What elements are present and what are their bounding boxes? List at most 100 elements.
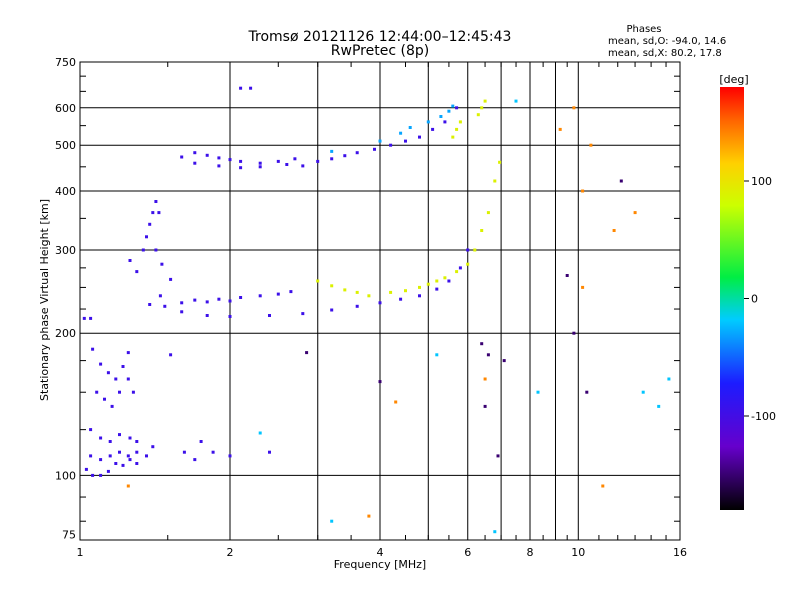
echo-point xyxy=(276,292,280,296)
echo-point xyxy=(118,390,121,394)
echo-point xyxy=(84,467,88,471)
y-axis-label: Stationary phase Virtual Height [km] xyxy=(38,199,51,401)
echo-point xyxy=(389,143,393,147)
echo-point xyxy=(128,458,132,462)
echo-point xyxy=(99,458,103,462)
echo-point xyxy=(367,294,371,298)
echo-point xyxy=(249,86,253,90)
echo-point xyxy=(641,390,645,394)
echo-point xyxy=(389,290,393,294)
echo-point xyxy=(258,294,262,298)
echo-point xyxy=(193,151,197,155)
echo-point xyxy=(426,120,430,124)
echo-point xyxy=(458,266,462,270)
echo-point xyxy=(493,530,497,534)
echo-point xyxy=(480,229,484,232)
echo-point xyxy=(483,377,487,381)
echo-point xyxy=(589,143,593,147)
echo-point xyxy=(378,301,382,305)
echo-point xyxy=(268,314,271,317)
data-points xyxy=(82,86,671,534)
echo-point xyxy=(135,270,139,274)
phase-stats-heading: Phases xyxy=(626,24,661,35)
echo-point xyxy=(160,262,164,266)
axis-ticks xyxy=(80,62,680,540)
x-axis-label: Frequency [MHz] xyxy=(334,558,426,571)
echo-point xyxy=(498,160,502,164)
echo-point xyxy=(193,298,197,302)
echo-point xyxy=(126,484,130,488)
echo-point xyxy=(466,262,470,266)
echo-point xyxy=(483,404,487,408)
echo-point xyxy=(118,433,121,437)
echo-point xyxy=(301,164,305,168)
echo-point xyxy=(399,297,403,301)
echo-point xyxy=(89,428,93,432)
echo-point xyxy=(355,290,359,294)
chart-title: Tromsø 20121126 12:44:00–12:45:43 xyxy=(248,29,512,45)
x-tick-label: 10 xyxy=(571,546,585,559)
x-tick-labels: 1 2 4 6 8 10 16 xyxy=(77,546,688,559)
echo-point xyxy=(455,270,459,274)
echo-point xyxy=(493,179,497,183)
echo-point xyxy=(558,127,562,131)
echo-point xyxy=(180,310,184,314)
echo-point xyxy=(458,120,462,124)
echo-point xyxy=(118,450,121,454)
echo-point xyxy=(565,274,569,277)
echo-point xyxy=(258,431,262,435)
y-tick-label: 75 xyxy=(62,528,76,541)
phase-stats-x: mean, sd,X: 80.2, 17.8 xyxy=(608,48,722,59)
plot-frame xyxy=(79,61,681,541)
echo-point xyxy=(180,155,184,159)
colorbar-tick-label: 0 xyxy=(751,293,758,306)
echo-point xyxy=(330,157,334,161)
y-tick-label: 500 xyxy=(55,139,76,152)
echo-point xyxy=(355,151,359,155)
y-tick-labels: 75 100 200 300 400 500 600 750 xyxy=(55,56,76,541)
y-tick-label: 400 xyxy=(55,185,76,198)
echo-point xyxy=(193,161,197,165)
echo-point xyxy=(258,165,262,169)
echo-point xyxy=(435,353,439,357)
echo-point xyxy=(121,365,125,368)
echo-point xyxy=(108,440,112,443)
echo-point xyxy=(483,99,487,103)
echo-point xyxy=(435,287,439,291)
echo-point xyxy=(228,454,232,458)
echo-point xyxy=(239,296,243,299)
colorbar-ticks: 100 0 -100 xyxy=(744,175,776,423)
y-tick-label: 100 xyxy=(55,469,76,482)
echo-point xyxy=(480,342,484,346)
echo-point xyxy=(106,469,110,473)
echo-point xyxy=(217,156,221,160)
echo-point xyxy=(408,126,412,129)
echo-point xyxy=(330,149,334,153)
echo-point xyxy=(126,454,130,458)
echo-point xyxy=(451,135,455,139)
echo-point xyxy=(228,315,232,318)
echo-point xyxy=(114,462,118,465)
echo-point xyxy=(301,312,305,316)
x-tick-label: 8 xyxy=(527,546,534,559)
echo-point xyxy=(330,519,334,523)
echo-point xyxy=(228,158,232,162)
echo-point xyxy=(480,106,484,110)
echo-point xyxy=(316,159,320,163)
echo-point xyxy=(619,179,623,183)
echo-point xyxy=(145,454,148,458)
echo-point xyxy=(180,301,184,305)
echo-point xyxy=(305,351,309,355)
chart-subtitle: RwPretec (8p) xyxy=(331,43,429,59)
echo-point xyxy=(418,285,421,289)
colorbar-tick-label: 100 xyxy=(751,175,772,188)
phase-stats-o: mean, sd,O: -94.0, 14.6 xyxy=(608,36,726,47)
echo-point xyxy=(581,285,585,289)
echo-point xyxy=(443,276,447,280)
echo-point xyxy=(135,440,139,443)
echo-point xyxy=(205,314,209,317)
echo-point xyxy=(451,104,455,108)
echo-point xyxy=(276,159,280,163)
echo-point xyxy=(404,289,407,293)
echo-point xyxy=(126,377,130,381)
